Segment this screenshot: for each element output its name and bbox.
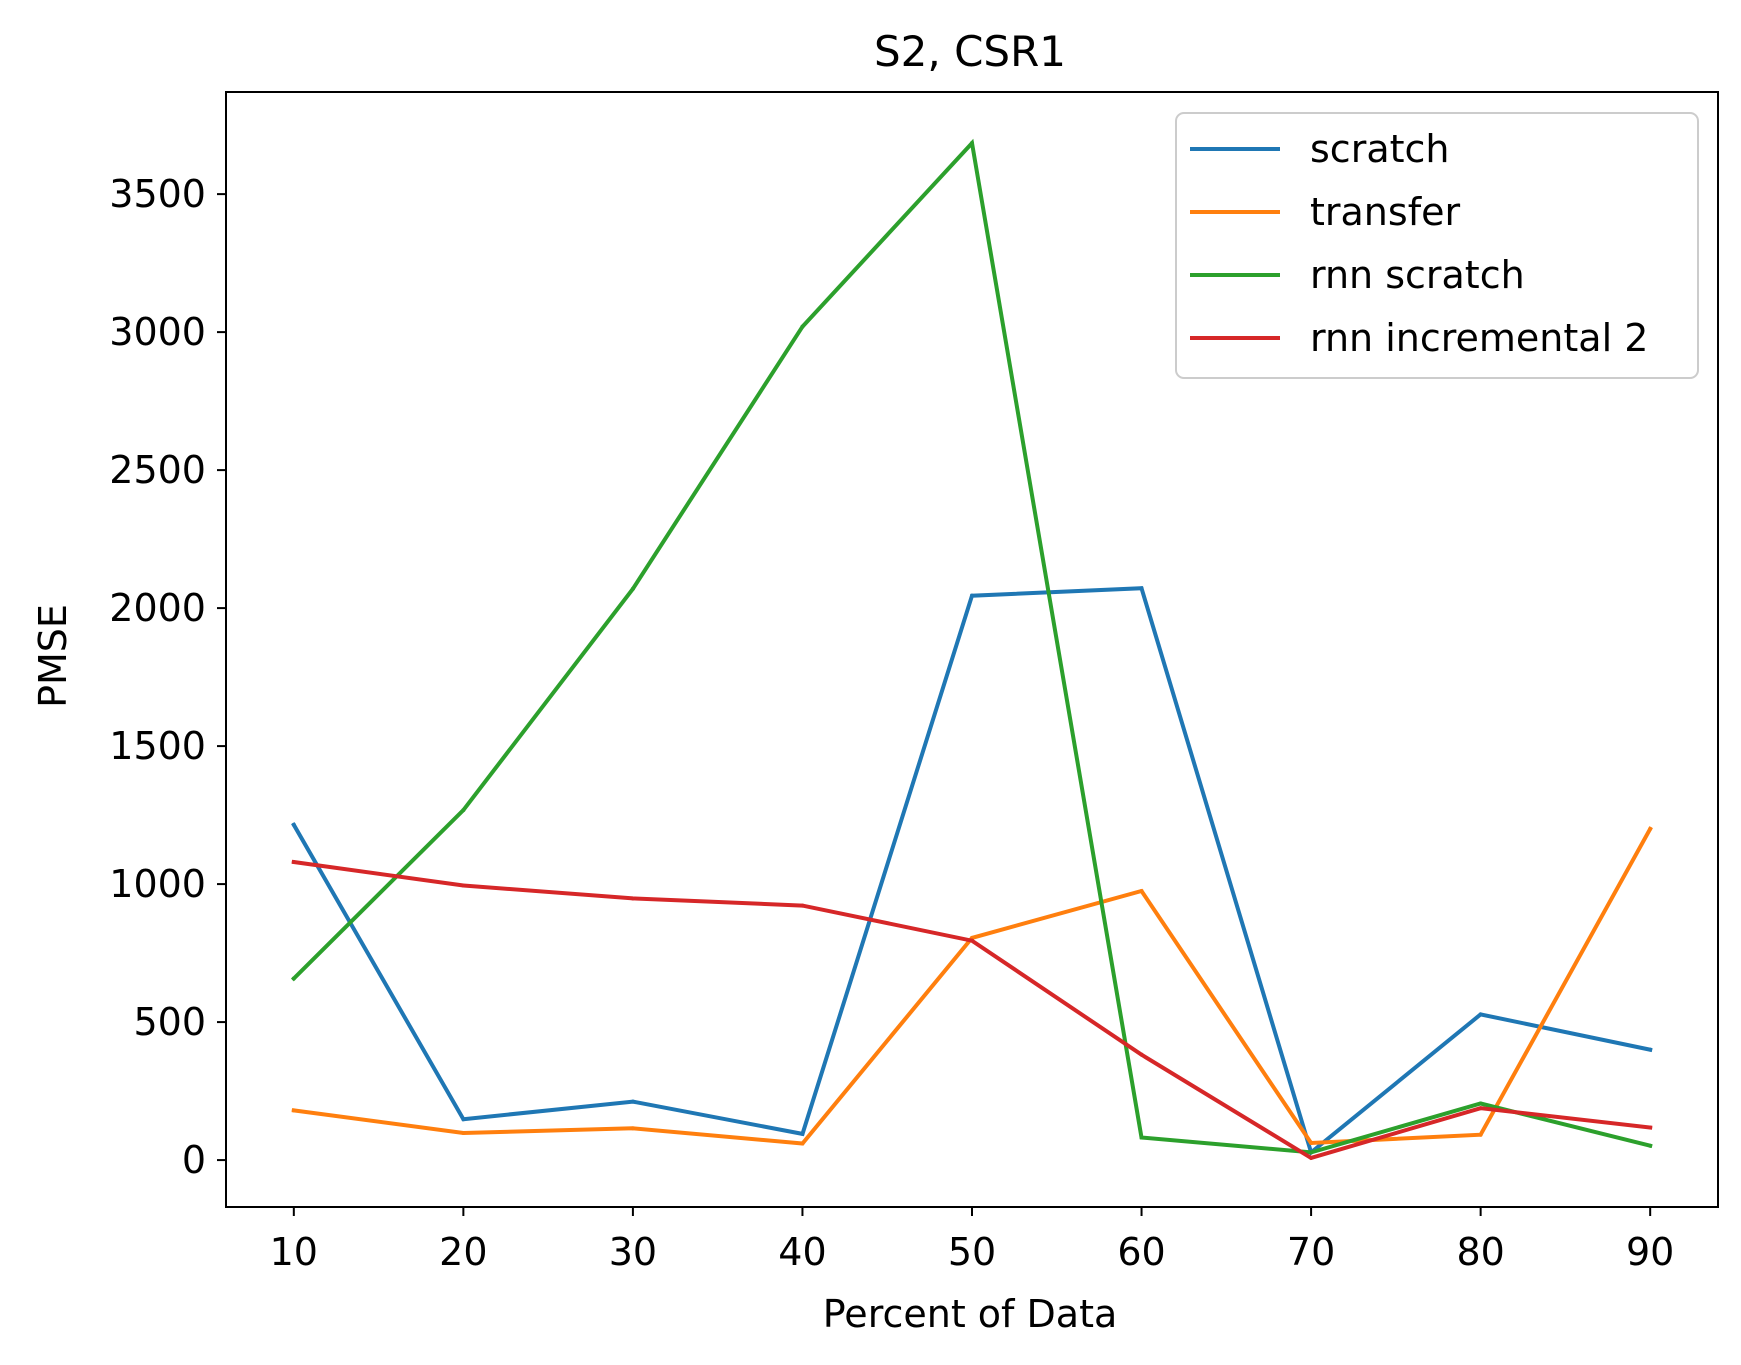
data-point — [291, 860, 296, 865]
x-tick-label: 40 — [778, 1230, 826, 1274]
data-point — [291, 1108, 296, 1113]
x-tick-label: 60 — [1117, 1230, 1165, 1274]
y-tick-label: 3500 — [109, 172, 206, 216]
data-point — [970, 938, 974, 943]
data-point — [630, 896, 635, 901]
data-point — [461, 883, 466, 888]
data-point — [1478, 1012, 1483, 1017]
data-point — [461, 1131, 466, 1136]
data-point — [800, 1141, 805, 1146]
plot-area — [290, 138, 1653, 1161]
data-point — [800, 324, 805, 329]
x-tick-label: 10 — [270, 1230, 318, 1274]
y-tick-label: 2000 — [109, 586, 206, 630]
legend-label: rnn scratch — [1310, 253, 1525, 297]
x-tick-label: 70 — [1287, 1230, 1335, 1274]
data-point — [461, 1117, 466, 1122]
data-point — [1139, 586, 1144, 591]
data-point — [1309, 1155, 1314, 1160]
x-tick-label: 50 — [948, 1230, 996, 1274]
legend-box — [1175, 112, 1699, 379]
data-point — [1139, 1135, 1144, 1140]
legend-label: rnn incremental 2 — [1310, 316, 1648, 360]
x-tick-label: 90 — [1626, 1230, 1674, 1274]
data-point — [291, 976, 296, 981]
x-tick-label: 30 — [609, 1230, 657, 1274]
y-tick-label: 1500 — [109, 724, 206, 768]
y-tick-label: 0 — [182, 1138, 206, 1182]
y-tick-label: 2500 — [109, 448, 206, 492]
legend-label: scratch — [1310, 127, 1449, 171]
x-axis-label: Percent of Data — [823, 1292, 1118, 1336]
data-point — [461, 808, 466, 813]
y-tick-label: 500 — [133, 1000, 206, 1044]
data-point — [1478, 1106, 1483, 1111]
data-point — [1648, 1125, 1653, 1130]
y-axis: 0 500 1000 1500 2000 2500 3000 3500 — [109, 172, 226, 1182]
legend-label: transfer — [1310, 190, 1460, 234]
data-point — [630, 586, 635, 591]
data-point — [630, 1126, 635, 1131]
data-point — [1648, 1143, 1653, 1148]
data-point — [1478, 1132, 1483, 1137]
data-point — [1648, 826, 1653, 831]
legend: scratch transfer rnn scratch rnn incrementa… — [1175, 112, 1699, 379]
y-tick-label: 1000 — [109, 862, 206, 906]
y-axis-label: PMSE — [31, 604, 75, 708]
data-point — [1648, 1047, 1653, 1052]
x-axis: 10 20 30 40 50 60 70 80 90 — [270, 1207, 1674, 1274]
data-point — [970, 141, 974, 146]
data-point — [970, 593, 974, 598]
x-tick-label: 80 — [1456, 1230, 1504, 1274]
x-tick-label: 20 — [439, 1230, 487, 1274]
data-point — [630, 1099, 635, 1104]
data-point — [1139, 1052, 1144, 1057]
data-point — [291, 822, 296, 827]
data-point — [800, 903, 805, 908]
data-point — [1478, 1101, 1483, 1106]
data-point — [1139, 888, 1144, 893]
chart-title: S2, CSR1 — [874, 27, 1066, 76]
y-tick-label: 3000 — [109, 310, 206, 354]
data-point — [1309, 1140, 1314, 1145]
data-point — [1309, 1150, 1314, 1155]
data-point — [800, 1131, 805, 1136]
